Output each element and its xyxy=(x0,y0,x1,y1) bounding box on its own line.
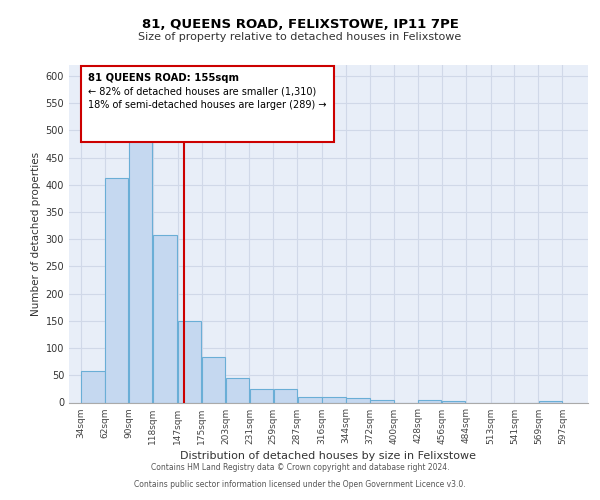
Bar xyxy=(178,321,201,402)
Text: 81 QUEENS ROAD: 155sqm: 81 QUEENS ROAD: 155sqm xyxy=(88,72,239,83)
Bar xyxy=(82,372,104,402)
Bar xyxy=(250,389,273,402)
FancyBboxPatch shape xyxy=(81,66,334,142)
Bar xyxy=(418,400,442,402)
Text: ← 82% of detached houses are smaller (1,310): ← 82% of detached houses are smaller (1,… xyxy=(88,87,316,97)
Text: 18% of semi-detached houses are larger (289) →: 18% of semi-detached houses are larger (… xyxy=(88,100,326,110)
Text: 81, QUEENS ROAD, FELIXSTOWE, IP11 7PE: 81, QUEENS ROAD, FELIXSTOWE, IP11 7PE xyxy=(142,18,458,30)
Bar xyxy=(129,134,152,402)
Bar xyxy=(105,178,128,402)
Text: Size of property relative to detached houses in Felixstowe: Size of property relative to detached ho… xyxy=(139,32,461,42)
Bar xyxy=(202,358,225,403)
X-axis label: Distribution of detached houses by size in Felixstowe: Distribution of detached houses by size … xyxy=(181,450,476,460)
Bar xyxy=(322,397,346,402)
Bar xyxy=(346,398,370,402)
Text: Contains public sector information licensed under the Open Government Licence v3: Contains public sector information licen… xyxy=(134,480,466,489)
Y-axis label: Number of detached properties: Number of detached properties xyxy=(31,152,41,316)
Bar xyxy=(226,378,249,402)
Bar xyxy=(298,397,322,402)
Bar xyxy=(153,236,177,402)
Bar xyxy=(274,389,297,402)
Bar xyxy=(370,400,394,402)
Text: Contains HM Land Registry data © Crown copyright and database right 2024.: Contains HM Land Registry data © Crown c… xyxy=(151,462,449,471)
